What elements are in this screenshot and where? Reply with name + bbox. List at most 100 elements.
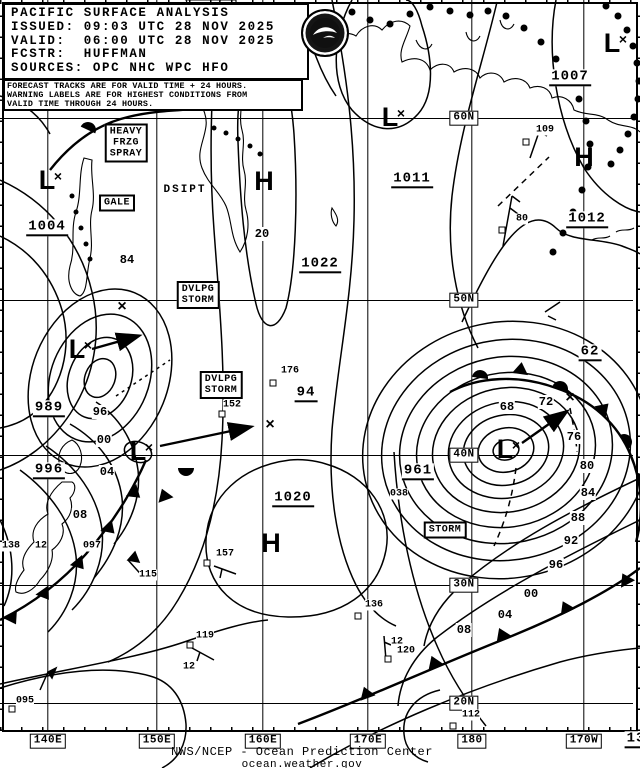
pressure-center-high: H [261,527,281,558]
forecaster-line: FCSTR: HUFFMAN [11,47,148,62]
chart-title: PACIFIC SURFACE ANALYSIS [11,6,230,20]
station-report: 119 [195,630,215,642]
isobar-label: 04 [496,608,514,622]
isobar-label: 80 [578,459,596,473]
coast-islet [330,206,339,227]
station-report: 138 [1,540,21,552]
station-report: 097 [82,540,102,552]
isobar-label: 88 [569,511,587,525]
hazard-warning-label: DVLPG STORM [176,281,220,309]
latitude-label-30N: 30N [449,577,479,593]
forecast-position-mark: × [265,416,275,433]
station-marker [384,655,392,663]
station-report: 112 [461,709,481,721]
low-center-mark: × [618,32,628,49]
pressure-center-low: L × [38,164,63,195]
longitude-label-170W: 170W [565,733,603,749]
pressure-value-label: 1012 [566,210,608,229]
latitude-label-60N: 60N [449,110,479,126]
meridian-line-160E [262,0,264,731]
isobar-label: 68 [498,400,516,414]
meridian-line-180 [471,0,473,731]
pressure-value-label: 13 [624,730,640,749]
isobar-label: 84 [118,253,136,267]
station-marker [8,705,16,713]
meridian-line-170W [583,0,585,731]
station-report: 12 [34,540,48,552]
longitude-label-170E: 170E [349,733,387,749]
trailing-cold-front [297,567,640,726]
frame-ticks-bottom [0,727,640,731]
forecast-track-arrows [91,332,570,448]
forecast-position-mark: × [565,389,575,406]
pressure-value-label: 996 [32,461,66,480]
station-report: 038 [389,488,409,500]
isobar-label: 96 [547,558,565,572]
low-center-mark: × [83,338,93,355]
isobar-label: 00 [522,587,540,601]
parallel-line-60N [0,118,633,120]
station-report: 12 [182,661,196,673]
hazard-warning-label: HEAVY FRZG SPRAY [104,123,148,163]
pressure-center-low: L × [496,433,521,464]
pressure-center-low: L × [68,333,93,364]
pressure-value-label: 62 [578,343,602,362]
footer-url: ocean.weather.gov [241,759,363,768]
notice-line-3: VALID TIME THROUGH 24 HOURS. [7,98,154,109]
pressure-center-low: L × [381,101,406,132]
station-marker [522,138,530,146]
station-marker [354,612,362,620]
station-report: 80 [515,213,529,225]
noaa-logo [301,9,349,57]
pressure-value-label: 1022 [299,255,341,274]
station-marker [269,379,277,387]
hazard-warning-label: STORM [423,521,467,539]
pressure-value-label: 94 [294,384,318,403]
low-center-mark: × [144,440,154,457]
isobar-label: 72 [537,395,555,409]
hazard-warning-label: DVLPG STORM [199,371,243,399]
station-report: 120 [396,645,416,657]
isobar-label: 00 [95,433,113,447]
frame-ticks-right [636,0,640,731]
meridian-line-170E [367,0,369,731]
forecast-track-arrow [91,332,143,352]
chart-footer: NWS/NCEP - Ocean Prediction Center ocean… [171,745,433,768]
station-report: 12 [390,636,404,648]
valid-line: VALID: 06:00 UTC 28 NOV 2025 [11,33,275,48]
frame-ticks-left [0,0,4,731]
parallel-line-40N [0,455,633,457]
fronts [0,41,640,726]
latitude-label-40N: 40N [449,447,479,463]
pressure-value-label: 961 [401,462,435,481]
pressure-center-low: L × [129,435,154,466]
longitude-label-160E: 160E [244,733,282,749]
coast-bering [295,20,640,133]
chart-header-box: PACIFIC SURFACE ANALYSIS ISSUED: 09:03 U… [3,3,309,80]
latitude-label-20N: 20N [449,695,479,711]
meridian-line-140E [47,0,49,731]
isobar-label: 92 [562,534,580,548]
station-marker [498,226,506,234]
coast-honshu [14,481,76,594]
forecast-notice-box: FORECAST TRACKS ARE FOR VALID TIME + 24 … [3,79,303,112]
isobar-label: 96 [91,405,109,419]
frame-ticks-top [0,0,640,4]
isobar-label: 08 [71,508,89,522]
low-center-mark: × [396,106,406,123]
notice-line-2: WARNING LABELS ARE FOR HIGHEST CONDITION… [7,89,248,100]
pressure-value-label: 1007 [549,68,591,87]
sources-line: SOURCES: OPC NHC WPC HFO [11,61,230,75]
annotation-text: DSIPT [163,184,207,196]
pressure-center-low: L × [603,27,628,58]
station-report: 157 [215,548,235,560]
station-report: 115 [138,569,158,581]
footer-agency: NWS/NCEP - Ocean Prediction Center [171,745,433,759]
coast-hokkaido [58,439,83,475]
pressure-center-high: H [574,141,594,172]
station-report: 095 [15,695,35,707]
pressure-value-label: 1011 [391,170,433,189]
ice-edge-dots [69,2,640,262]
